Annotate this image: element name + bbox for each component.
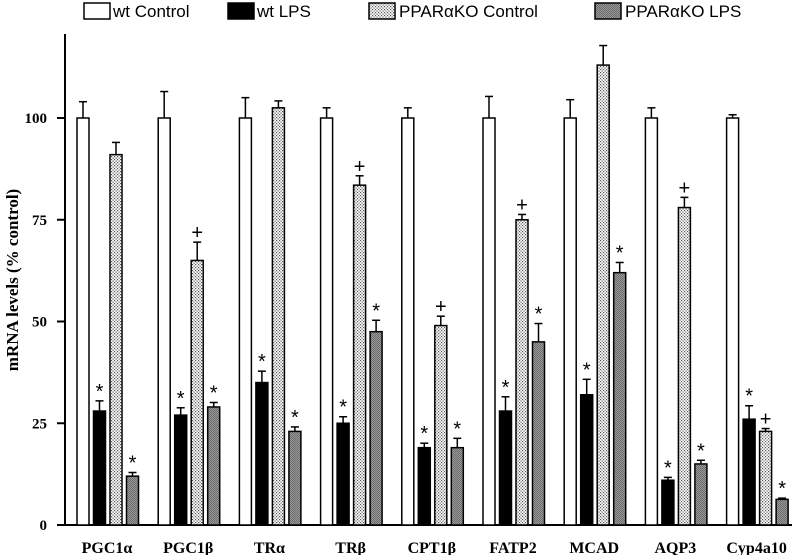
x-category-label: FATP2 (489, 540, 536, 555)
bar-pparako-lps (288, 430, 302, 526)
legend-swatch-pparako-control (368, 2, 396, 20)
bar-wt-control (725, 117, 740, 526)
significance-asterisk: * (453, 418, 461, 440)
legend: wt Control wt LPS PPARαKO Control PPARαK… (83, 2, 741, 21)
significance-asterisk: * (129, 452, 137, 474)
bar-wt-lps (336, 422, 350, 526)
legend-swatch-wt-lps (227, 2, 255, 20)
bar-pparako-control (596, 64, 610, 526)
bar-wt-lps (255, 381, 269, 526)
x-category-label: CPT1β (408, 540, 456, 555)
x-category-label: MCAD (569, 540, 619, 555)
bar-wt-control (563, 117, 577, 526)
bar-pparako-control (434, 324, 448, 526)
significance-asterisk: * (372, 300, 380, 322)
significance-asterisk: * (339, 397, 347, 419)
legend-label-pparako-control: PPARαKO Control (399, 2, 538, 21)
y-tick-label: 25 (32, 416, 47, 432)
significance-plus: + (191, 222, 203, 244)
bar-wt-control (482, 117, 496, 526)
significance-asterisk: * (258, 351, 266, 373)
significance-asterisk: * (697, 440, 705, 462)
legend-label-wt-control: wt Control (112, 2, 190, 21)
significance-asterisk: * (291, 407, 299, 429)
y-axis-title: mRNA levels (% control) (3, 189, 22, 371)
significance-plus: + (679, 177, 691, 199)
bar-pparako-control (677, 206, 692, 526)
significance-asterisk: * (210, 382, 218, 404)
bar-pparako-lps (531, 341, 546, 526)
y-tick-label: 100 (25, 111, 48, 127)
legend-item-pparako-control: PPARαKO Control (368, 2, 538, 21)
legend-label-pparako-lps: PPARαKO LPS (625, 2, 741, 21)
bar-wt-control (238, 117, 253, 526)
bar-wt-lps (173, 414, 188, 526)
significance-asterisk: * (583, 359, 591, 381)
bar-wt-control (76, 117, 90, 526)
bar-wt-lps (742, 418, 756, 526)
y-tick-label: 50 (32, 315, 47, 331)
significance-asterisk: * (96, 381, 104, 403)
bar-wt-lps (498, 410, 513, 526)
x-category-label: PGC1α (82, 540, 133, 555)
bar-pparako-lps (450, 446, 465, 526)
bar-wt-lps (661, 479, 675, 526)
legend-item-wt-lps: wt LPS (227, 2, 311, 21)
significance-asterisk: * (535, 304, 543, 326)
bar-pparako-control (352, 184, 367, 526)
bar-wt-lps (579, 394, 594, 526)
x-category-label: TRβ (335, 540, 366, 555)
x-category-label: PGC1β (163, 540, 213, 555)
bar-pparako-control (109, 153, 123, 526)
bar-wt-control (401, 117, 415, 526)
y-tick-label: 75 (32, 213, 47, 229)
bar-pparako-control (515, 219, 529, 526)
legend-label-wt-lps: wt LPS (256, 2, 311, 21)
significance-asterisk: * (664, 457, 672, 479)
significance-asterisk: * (745, 386, 753, 408)
significance-asterisk: * (502, 377, 510, 399)
bars: * * * + * * * * + * * + * * + * * * * + * * + * (76, 44, 789, 526)
significance-plus: + (354, 156, 366, 178)
bar-pparako-control (190, 259, 204, 526)
legend-swatch-wt-control (83, 2, 111, 20)
bar-wt-control (644, 117, 659, 526)
significance-plus: + (516, 194, 528, 216)
bar-pparako-control (271, 107, 286, 526)
y-tick-label: 0 (40, 518, 48, 534)
bar-pparako-control (758, 430, 773, 526)
significance-asterisk: * (778, 478, 786, 500)
significance-asterisk: * (420, 423, 428, 445)
bar-wt-lps (417, 446, 432, 526)
bar-pparako-lps (775, 498, 789, 526)
x-category-labels: PGC1α PGC1β TRα TRβ CPT1β FATP2 MCAD AQP3 Cyp4a1… (82, 540, 787, 555)
significance-plus: + (435, 296, 447, 318)
bar-wt-lps (92, 410, 107, 526)
x-category-label: Cyp4a10 (726, 540, 786, 555)
x-category-label: AQP3 (655, 540, 697, 555)
bar-pparako-lps (206, 406, 221, 526)
legend-item-wt-control: wt Control (83, 2, 190, 21)
bar-pparako-lps (612, 271, 627, 526)
bar-pparako-lps (369, 330, 383, 526)
bar-wt-control (319, 117, 334, 526)
legend-item-pparako-lps: PPARαKO LPS (594, 2, 741, 21)
x-category-label: TRα (254, 540, 285, 555)
bar-pparako-lps (694, 463, 708, 526)
bar-pparako-lps (125, 475, 140, 526)
significance-asterisk: * (616, 242, 624, 264)
legend-swatch-pparako-lps (594, 2, 622, 20)
y-ticks: 0 25 50 75 100 (25, 111, 65, 534)
significance-asterisk: * (177, 388, 185, 410)
significance-plus: + (760, 409, 772, 431)
bar-wt-control (157, 117, 171, 526)
